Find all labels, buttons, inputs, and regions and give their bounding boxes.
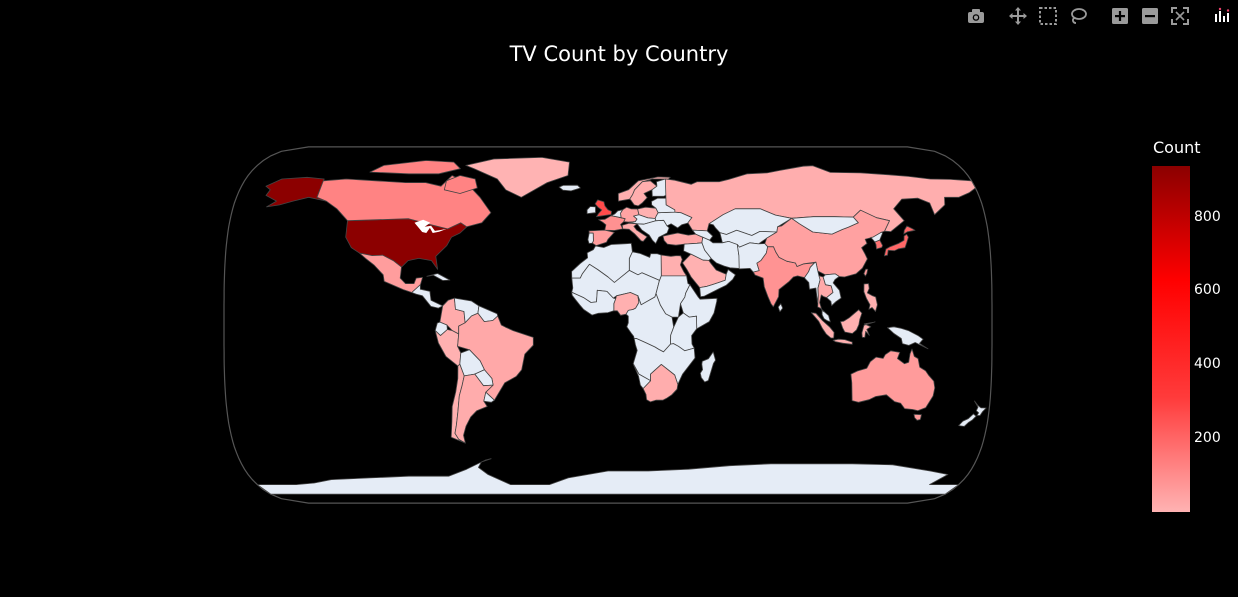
country-new-zealand-n[interactable] xyxy=(974,400,987,416)
lake-0 xyxy=(414,219,447,233)
country-australia[interactable] xyxy=(850,348,936,412)
country-south-africa[interactable] xyxy=(642,364,679,403)
country-java[interactable] xyxy=(832,338,853,345)
country-yemen-oman[interactable] xyxy=(699,269,736,298)
colorbar-tick: 600 xyxy=(1194,282,1221,299)
zoom-in-icon[interactable] xyxy=(1108,4,1132,28)
country-malay-peninsula[interactable] xyxy=(821,310,831,323)
country-mongolia[interactable] xyxy=(791,216,859,235)
country-sri-lanka[interactable] xyxy=(777,303,784,313)
pan-icon[interactable] xyxy=(1006,4,1030,28)
plotly-logo-icon[interactable] xyxy=(1210,4,1234,28)
lasso-select-icon[interactable] xyxy=(1066,4,1090,28)
country-egypt[interactable] xyxy=(660,254,687,277)
country-baffin[interactable] xyxy=(443,175,478,194)
modebar xyxy=(964,4,1234,28)
colorbar xyxy=(1152,166,1190,512)
country-portugal[interactable] xyxy=(587,232,594,244)
country-argentina[interactable] xyxy=(454,373,494,444)
country-cuba[interactable] xyxy=(426,273,451,281)
country-central-america[interactable] xyxy=(411,284,444,309)
colorbar-title: Count xyxy=(1153,138,1201,157)
globe-outline xyxy=(223,146,993,504)
country-new-zealand-s[interactable] xyxy=(958,413,977,427)
colorbar-tick: 200 xyxy=(1194,429,1221,446)
country-sulawesi[interactable] xyxy=(861,321,876,338)
country-ireland[interactable] xyxy=(586,206,596,215)
country-alaska[interactable] xyxy=(265,176,327,208)
country-iceland[interactable] xyxy=(558,184,581,192)
country-sumatra[interactable] xyxy=(810,312,835,339)
camera-icon[interactable] xyxy=(964,4,988,28)
country-antarctica[interactable] xyxy=(256,458,960,495)
country-italy[interactable] xyxy=(621,222,648,242)
box-select-icon[interactable] xyxy=(1036,4,1060,28)
country-new-guinea[interactable] xyxy=(887,326,929,350)
country-united-kingdom[interactable] xyxy=(594,199,612,218)
country-taiwan[interactable] xyxy=(863,268,869,277)
colorbar-tick: 400 xyxy=(1194,355,1221,372)
country-indochina[interactable] xyxy=(822,273,842,307)
colorbar-tick: 800 xyxy=(1194,208,1221,225)
country-tasmania[interactable] xyxy=(913,413,922,421)
country-benelux[interactable] xyxy=(610,209,623,219)
country-madagascar[interactable] xyxy=(699,351,716,383)
country-peru[interactable] xyxy=(434,329,462,367)
country-hokkaido[interactable] xyxy=(903,225,916,235)
country-mexico[interactable] xyxy=(359,252,423,293)
zoom-out-icon[interactable] xyxy=(1138,4,1162,28)
chart-title: TV Count by Country xyxy=(509,42,729,66)
country-uruguay[interactable] xyxy=(483,391,495,403)
country-canada-islands[interactable] xyxy=(369,160,461,175)
country-south-korea[interactable] xyxy=(874,239,883,250)
country-greenland[interactable] xyxy=(465,157,570,198)
country-japan[interactable] xyxy=(883,233,909,257)
country-namibia[interactable] xyxy=(632,363,651,389)
country-iraq-syria[interactable] xyxy=(683,242,712,261)
country-guinea-coast[interactable] xyxy=(571,289,617,316)
country-borneo[interactable] xyxy=(840,309,863,334)
reset-icon[interactable] xyxy=(1168,4,1192,28)
country-philippines[interactable] xyxy=(863,283,878,312)
